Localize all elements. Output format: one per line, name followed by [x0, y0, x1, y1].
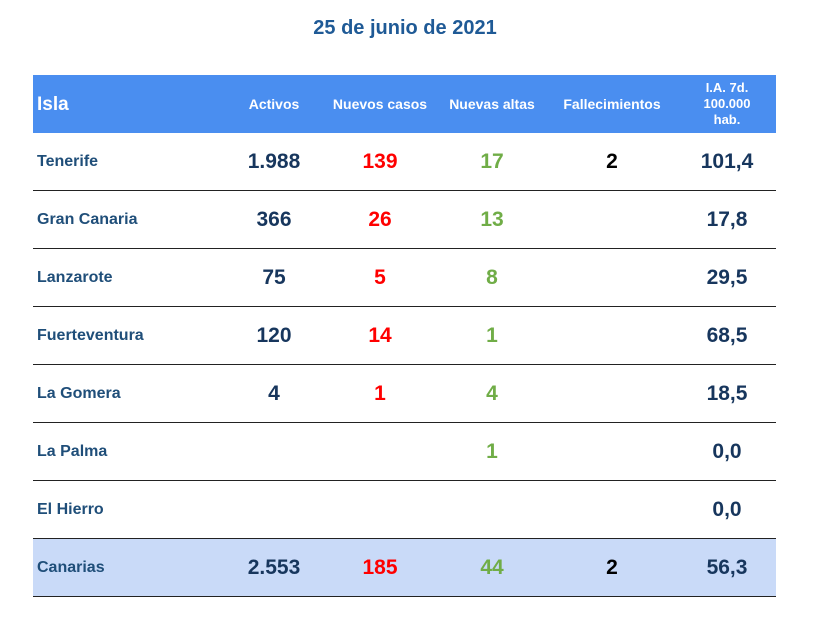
cell-activos: 366 [226, 190, 322, 249]
cell-activos [226, 422, 322, 481]
cell-fallecimientos [546, 306, 678, 365]
cell-activos: 2.553 [226, 538, 322, 597]
cell-nuevas-altas: 8 [438, 248, 546, 307]
table-row: Lanzarote 75 5 8 29,5 [33, 248, 776, 307]
total-row: Canarias 2.553 185 44 2 56,3 [33, 538, 776, 597]
cell-nuevos-casos: 5 [322, 248, 438, 307]
table-row: El Hierro 0,0 [33, 480, 776, 539]
cell-nuevos-casos: 185 [322, 538, 438, 597]
cell-fallecimientos [546, 364, 678, 423]
cell-ia: 68,5 [678, 306, 776, 365]
header-ia: I.A. 7d. 100.000 hab. [678, 75, 776, 133]
cell-fallecimientos [546, 422, 678, 481]
cell-nuevas-altas: 1 [438, 306, 546, 365]
cell-ia: 29,5 [678, 248, 776, 307]
table-row: Fuerteventura 120 14 1 68,5 [33, 306, 776, 365]
cell-ia: 0,0 [678, 480, 776, 539]
cell-activos: 4 [226, 364, 322, 423]
cell-isla: El Hierro [33, 480, 226, 539]
cell-nuevas-altas [438, 480, 546, 539]
table-header: Isla Activos Nuevos casos Nuevas altas F… [33, 75, 776, 133]
cell-ia: 101,4 [678, 133, 776, 191]
cell-nuevos-casos: 14 [322, 306, 438, 365]
cell-nuevos-casos [322, 480, 438, 539]
cell-nuevas-altas: 17 [438, 133, 546, 191]
cell-nuevos-casos: 1 [322, 364, 438, 423]
cell-fallecimientos [546, 248, 678, 307]
cell-isla: Fuerteventura [33, 306, 226, 365]
header-ia-line2: 100.000 [703, 96, 751, 111]
covid-islands-table: Isla Activos Nuevos casos Nuevas altas F… [33, 75, 776, 597]
header-isla: Isla [33, 75, 226, 133]
cell-activos: 1.988 [226, 133, 322, 191]
header-fallecimientos: Fallecimientos [546, 75, 678, 133]
cell-isla: Lanzarote [33, 248, 226, 307]
header-nuevos-casos: Nuevos casos [322, 75, 438, 133]
cell-activos: 120 [226, 306, 322, 365]
cell-fallecimientos: 2 [546, 133, 678, 191]
cell-nuevos-casos: 139 [322, 133, 438, 191]
cell-isla: La Gomera [33, 364, 226, 423]
header-activos: Activos [226, 75, 322, 133]
cell-fallecimientos: 2 [546, 538, 678, 597]
header-ia-line3: hab. [713, 112, 741, 127]
cell-activos: 75 [226, 248, 322, 307]
cell-isla: Gran Canaria [33, 190, 226, 249]
table-row: Gran Canaria 366 26 13 17,8 [33, 190, 776, 249]
cell-nuevos-casos: 26 [322, 190, 438, 249]
cell-ia: 56,3 [678, 538, 776, 597]
cell-ia: 18,5 [678, 364, 776, 423]
header-nuevas-altas: Nuevas altas [438, 75, 546, 133]
header-ia-line1: I.A. 7d. [705, 80, 749, 95]
cell-nuevos-casos [322, 422, 438, 481]
cell-nuevas-altas: 1 [438, 422, 546, 481]
page-title: 25 de junio de 2021 [313, 17, 497, 39]
table-row: La Gomera 4 1 4 18,5 [33, 364, 776, 423]
cell-fallecimientos [546, 480, 678, 539]
table-row: Tenerife 1.988 139 17 2 101,4 [33, 133, 776, 191]
cell-nuevas-altas: 13 [438, 190, 546, 249]
cell-isla: La Palma [33, 422, 226, 481]
cell-isla: Canarias [33, 538, 226, 597]
cell-ia: 17,8 [678, 190, 776, 249]
cell-isla: Tenerife [33, 133, 226, 191]
cell-ia: 0,0 [678, 422, 776, 481]
cell-nuevas-altas: 44 [438, 538, 546, 597]
table-row: La Palma 1 0,0 [33, 422, 776, 481]
cell-fallecimientos [546, 190, 678, 249]
cell-activos [226, 480, 322, 539]
cell-nuevas-altas: 4 [438, 364, 546, 423]
